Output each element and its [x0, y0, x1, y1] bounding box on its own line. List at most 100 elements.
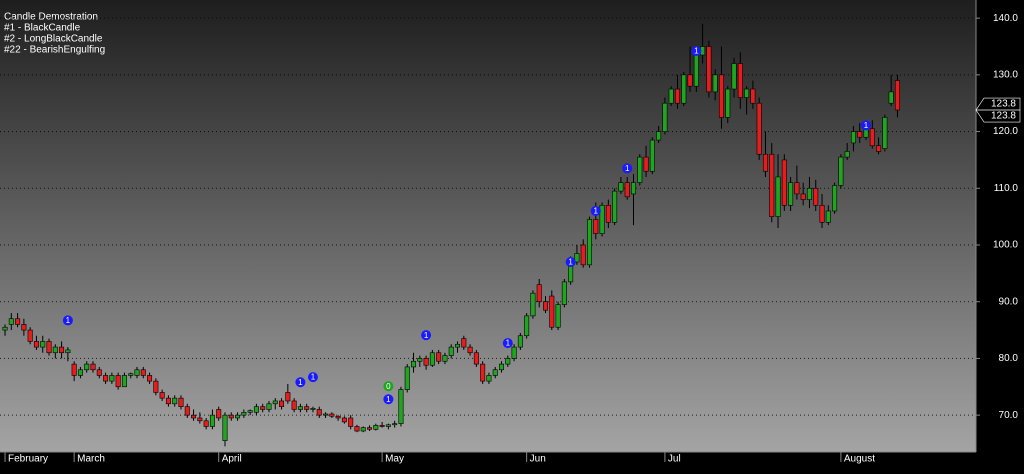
- plot-area: [0, 0, 976, 452]
- candle-body: [222, 414, 228, 441]
- last-value-label: 123.8: [991, 99, 1016, 110]
- candle-body: [888, 91, 894, 104]
- chart-title: Candle Demostration: [4, 12, 98, 23]
- candle-body: [788, 182, 794, 206]
- candle-body: [555, 304, 561, 328]
- signal-marker: [861, 120, 872, 131]
- candle-body: [367, 427, 373, 430]
- candle-body: [668, 88, 674, 104]
- candle-body: [505, 358, 511, 365]
- candle-body: [417, 358, 423, 362]
- candle-body: [630, 182, 636, 195]
- candle-body: [549, 295, 555, 328]
- candle-body: [197, 417, 203, 422]
- candle-body: [304, 406, 310, 410]
- candle-body: [2, 326, 8, 331]
- y-tick-label: 120.0: [993, 126, 1018, 137]
- candle-body: [235, 414, 241, 419]
- candle-body: [844, 151, 850, 158]
- candle-body: [718, 74, 724, 118]
- candle-body: [323, 413, 329, 416]
- candle-body: [813, 187, 819, 206]
- signal-label: 1: [568, 258, 573, 267]
- candle-body: [272, 400, 278, 405]
- candle-body: [140, 369, 146, 376]
- candle-body: [360, 427, 366, 432]
- candle-body: [536, 284, 542, 303]
- candle-body: [662, 102, 668, 132]
- candle-body: [825, 210, 831, 223]
- candle-body: [52, 346, 58, 354]
- candle-body: [191, 414, 197, 419]
- candle-body: [316, 409, 322, 416]
- candle-body: [109, 375, 115, 382]
- candle-body: [599, 204, 605, 234]
- candle-body: [27, 329, 33, 342]
- x-tick-label: March: [77, 454, 105, 465]
- candle-body: [473, 352, 479, 365]
- x-tick-label: Jul: [668, 454, 681, 465]
- candle-body: [756, 102, 762, 155]
- signal-marker: [383, 381, 394, 392]
- y-tick-label: 130.0: [993, 70, 1018, 81]
- signal-marker: [307, 372, 318, 383]
- candle-body: [335, 415, 341, 419]
- candle-body: [128, 373, 134, 376]
- signal-label: 1: [298, 378, 303, 387]
- last-value-label: 123.8: [991, 111, 1016, 122]
- candle-body: [291, 400, 297, 410]
- candle-body: [279, 400, 285, 407]
- candle-body: [894, 80, 900, 111]
- candle-body: [329, 413, 335, 417]
- candle-body: [96, 369, 102, 376]
- candle-body: [480, 363, 486, 382]
- candle-body: [442, 355, 448, 362]
- candle-body: [103, 375, 109, 382]
- candle-body: [643, 156, 649, 172]
- candle-body: [172, 397, 178, 405]
- candle-body: [681, 74, 687, 104]
- candle-body: [348, 417, 354, 427]
- candle-body: [165, 397, 171, 405]
- candle-body: [769, 153, 775, 217]
- candle-body: [178, 397, 184, 407]
- y-tick-label: 140.0: [993, 13, 1018, 24]
- legend-item: #1 - BlackCandle: [4, 23, 81, 34]
- candle-body: [624, 182, 630, 198]
- signal-label: 1: [594, 207, 599, 216]
- candle-body: [147, 375, 153, 382]
- candle-body: [530, 292, 536, 317]
- y-tick-label: 100.0: [993, 240, 1018, 251]
- candle-body: [649, 139, 655, 172]
- candle-body: [65, 349, 71, 354]
- candle-body: [423, 358, 429, 366]
- y-tick-label: 110.0: [994, 183, 1019, 194]
- candle-body: [341, 417, 347, 423]
- candle-body: [247, 410, 253, 413]
- y-tick-label: 90.0: [999, 296, 1019, 307]
- candle-body: [850, 131, 856, 144]
- candle-body: [794, 182, 800, 195]
- candle-body: [203, 420, 209, 427]
- candle-body: [869, 128, 875, 147]
- candle-body: [725, 88, 731, 118]
- candle-body: [379, 425, 385, 427]
- x-tick-label: April: [222, 454, 242, 465]
- candle-body: [857, 131, 863, 138]
- candle-body: [750, 88, 756, 104]
- candle-body: [21, 324, 27, 331]
- candle-body: [586, 219, 592, 266]
- candle-body: [253, 406, 259, 413]
- candle-body: [310, 408, 316, 410]
- candle-body: [15, 318, 21, 325]
- signal-marker: [590, 205, 601, 216]
- candle-body: [706, 46, 712, 93]
- candle-body: [467, 346, 473, 354]
- candle-body: [687, 74, 693, 87]
- signal-marker: [565, 257, 576, 268]
- x-tick-label: August: [844, 454, 875, 465]
- candle-body: [637, 156, 643, 183]
- candle-body: [693, 54, 699, 87]
- candle-body: [40, 341, 46, 348]
